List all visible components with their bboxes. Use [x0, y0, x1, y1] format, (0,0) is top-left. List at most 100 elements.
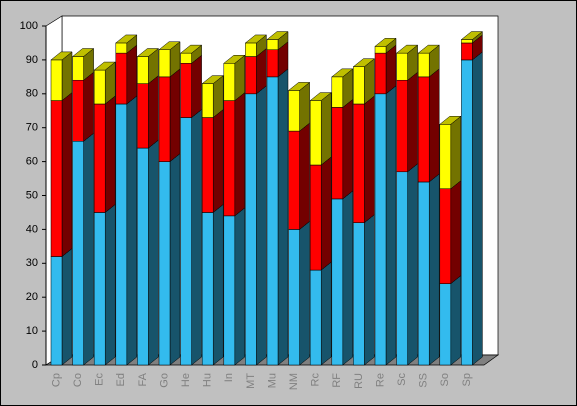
bar	[72, 79, 84, 142]
bar-side	[61, 51, 73, 102]
x-tick-label: Ed	[115, 373, 127, 386]
bar-side	[169, 153, 181, 366]
bar	[374, 46, 387, 54]
y-tick-label: 0	[32, 359, 38, 371]
bar-top	[244, 34, 268, 44]
bar	[266, 49, 279, 78]
bar-top	[201, 75, 224, 84]
bar-side	[61, 92, 73, 258]
bar-side	[385, 85, 397, 366]
bar	[309, 164, 322, 271]
x-tick-label: RU	[353, 373, 365, 389]
bar	[223, 100, 236, 217]
bar-side	[126, 95, 138, 366]
bar	[353, 103, 365, 223]
bar	[309, 100, 322, 166]
y-tick-label: 20	[26, 291, 38, 303]
bar-side	[83, 71, 94, 142]
bar-side	[320, 261, 332, 366]
bar-top	[331, 68, 354, 78]
bar-top	[460, 31, 484, 40]
bar	[158, 76, 171, 162]
bar-side	[299, 220, 310, 366]
x-tick-label: NM	[288, 373, 300, 390]
x-tick-label: He	[180, 373, 192, 387]
bar-side	[472, 51, 483, 366]
bar-side	[342, 98, 354, 200]
bar-top	[71, 48, 95, 57]
bar	[180, 117, 192, 366]
bar-top	[179, 44, 203, 54]
bar-top	[50, 51, 73, 61]
bar-side	[104, 95, 116, 213]
bar	[374, 52, 387, 95]
y-tick-label: 50	[26, 189, 38, 201]
bar-side	[104, 203, 116, 366]
x-tick-label: Cp	[50, 373, 62, 387]
bar-top	[136, 48, 160, 57]
x-tick-label: Re	[374, 373, 386, 387]
bar	[439, 283, 452, 366]
bar	[158, 161, 171, 366]
bar-side	[277, 68, 289, 366]
bar-side	[61, 247, 73, 366]
bar-side	[407, 163, 418, 366]
bar	[72, 141, 84, 366]
bar	[137, 147, 149, 366]
bar-top	[287, 82, 311, 91]
x-tick-label: RF	[331, 373, 343, 388]
bar-side	[364, 214, 375, 366]
y-tick-label: 100	[20, 20, 38, 32]
bar-side	[148, 75, 159, 149]
bar	[137, 56, 149, 84]
bar	[309, 269, 322, 366]
bar-top	[352, 58, 376, 67]
x-tick-label: Ec	[94, 373, 106, 386]
bar	[50, 256, 63, 366]
y-tick-label: 60	[26, 156, 38, 168]
bar-side	[126, 44, 138, 105]
x-tick-label: Co	[72, 373, 84, 387]
bar-side	[169, 68, 181, 163]
bar	[266, 39, 279, 50]
bar-side	[234, 207, 246, 366]
bar	[137, 83, 149, 149]
bar-top	[223, 55, 246, 64]
bar	[158, 49, 171, 78]
bar	[331, 198, 344, 366]
bar	[417, 52, 430, 78]
bar	[223, 63, 236, 101]
x-tick-label: Sc	[396, 373, 408, 386]
x-tick-label: SS	[418, 373, 430, 388]
bar	[180, 63, 192, 118]
x-tick-label: So	[439, 373, 451, 386]
y-tick-label: 10	[26, 325, 38, 337]
bar	[353, 222, 365, 366]
bar-side	[212, 203, 224, 366]
bar	[245, 93, 257, 366]
bar	[245, 42, 257, 57]
bar-side	[191, 109, 202, 366]
bar-top	[439, 116, 462, 125]
bar	[288, 130, 300, 230]
bar-side	[299, 122, 310, 230]
x-tick-label: Hu	[202, 373, 214, 387]
bar-side	[83, 132, 94, 366]
y-tick-label: 40	[26, 223, 38, 235]
bar	[461, 42, 473, 61]
bar	[461, 39, 473, 44]
bar	[439, 188, 452, 284]
bar	[417, 181, 430, 366]
bar	[374, 93, 387, 366]
bar	[288, 229, 300, 366]
bar-side	[450, 180, 462, 285]
x-tick-label: Rc	[310, 373, 322, 387]
bar	[417, 76, 430, 183]
x-tick-label: MT	[245, 373, 257, 389]
bar	[353, 66, 365, 105]
bar	[115, 103, 128, 366]
bar-top	[266, 31, 289, 40]
y-tick-label: 80	[26, 88, 38, 100]
y-tick-label: 30	[26, 257, 38, 269]
